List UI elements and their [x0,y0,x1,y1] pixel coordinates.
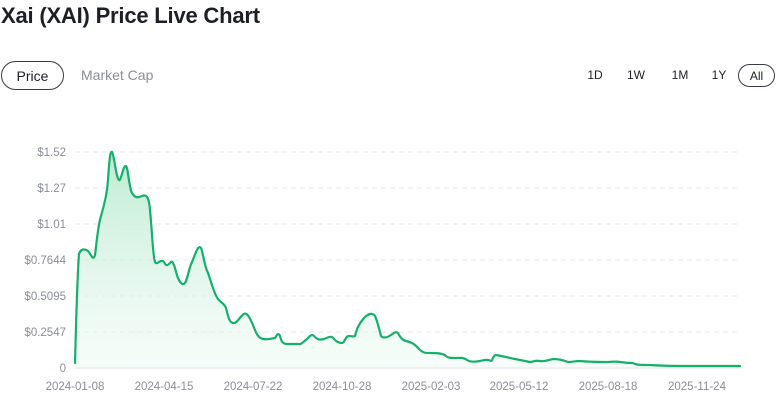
range-1m-button[interactable]: 1M [671,68,689,82]
x-tick-label: 2025-05-12 [490,381,549,393]
y-tick-label: $0.5095 [24,291,66,303]
x-tick-label: 2024-10-28 [313,381,372,393]
page-title: Xai (XAI) Price Live Chart [1,3,260,28]
x-tick-label: 2024-01-08 [46,381,105,393]
y-tick-label: $1.01 [37,219,66,231]
y-axis-labels: $1.52 $1.27 $1.01 $0.7644 $0.5095 $0.254… [24,147,66,375]
y-tick-label: $0.2547 [24,327,66,339]
tab-market-cap[interactable]: Market Cap [81,67,154,83]
y-tick-label: $1.52 [37,147,66,159]
y-tick-label: $1.27 [37,183,66,195]
price-area-fill [75,151,740,368]
x-tick-label: 2024-07-22 [224,381,283,393]
range-1d-button[interactable]: 1D [587,68,603,82]
range-all-button[interactable]: All [738,64,775,87]
x-tick-label: 2024-04-15 [135,381,194,393]
x-tick-label: 2025-11-24 [668,381,727,393]
x-axis-labels: 2024-01-08 2024-04-15 2024-07-22 2024-10… [46,381,727,393]
tab-price[interactable]: Price [1,61,64,90]
y-tick-label: 0 [60,363,66,375]
x-tick-label: 2025-02-03 [402,381,461,393]
range-1y-button[interactable]: 1Y [711,68,727,82]
x-tick-label: 2025-08-18 [579,381,638,393]
price-line [73,150,742,368]
range-1w-button[interactable]: 1W [627,68,645,82]
y-tick-label: $0.7644 [24,255,66,267]
